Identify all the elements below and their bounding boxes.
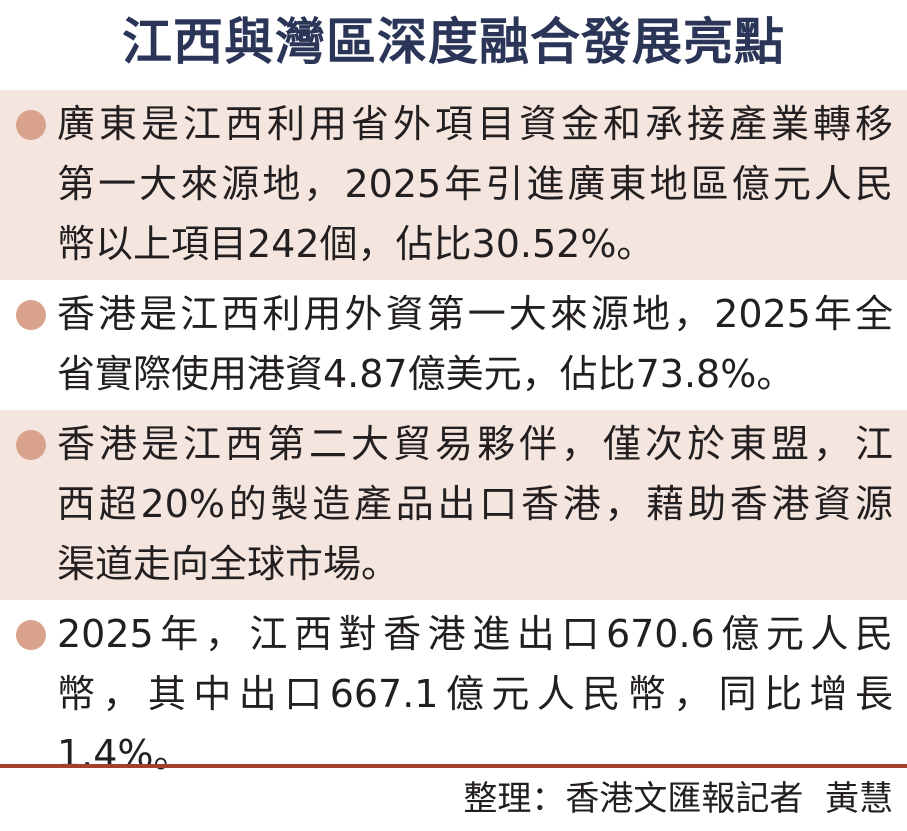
- item-line: 省實際使用港資4.87億美元，佔比73.8%。: [57, 352, 795, 396]
- item-line: 香港是江西第二大貿易夥伴，僅次於東盟，江: [57, 422, 893, 466]
- item-line: 西超20%的製造產品出口香港，藉助香港資源: [57, 482, 893, 526]
- item-line: 幣以上項目242個，佔比30.52%。: [57, 222, 655, 266]
- bullet: [16, 300, 46, 330]
- credit: 整理：香港文匯報記者 黃慧: [463, 779, 893, 819]
- item-list: 廣東是江西利用省外項目資金和承接產業轉移 第一大來源地，2025年引進廣東地區億元…: [0, 90, 907, 790]
- bullet: [16, 620, 46, 650]
- bullet: [16, 110, 46, 140]
- item-line: 渠道走向全球市場。: [57, 542, 400, 586]
- item: 廣東是江西利用省外項目資金和承接產業轉移 第一大來源地，2025年引進廣東地區億元…: [0, 90, 907, 280]
- bullet: [16, 430, 46, 460]
- item-line: 第一大來源地，2025年引進廣東地區億元人民: [57, 162, 893, 206]
- item: 香港是江西利用外資第一大來源地，2025年全 省實際使用港資4.87億美元，佔比7…: [0, 280, 907, 410]
- item-line: 2025年，江西對香港進出口670.6億元人民: [57, 612, 893, 656]
- item: 2025年，江西對香港進出口670.6億元人民 幣，其中出口667.1億元人民幣，…: [0, 600, 907, 790]
- title: 江西與灣區深度融合發展亮點: [122, 13, 785, 71]
- item-line: 1.4%。: [57, 732, 192, 776]
- divider: [0, 764, 907, 768]
- item-line: 幣，其中出口667.1億元人民幣，同比增長: [57, 672, 893, 716]
- item: 香港是江西第二大貿易夥伴，僅次於東盟，江 西超20%的製造產品出口香港，藉助香港資…: [0, 410, 907, 600]
- item-line: 香港是江西利用外資第一大來源地，2025年全: [57, 292, 893, 336]
- item-line: 廣東是江西利用省外項目資金和承接產業轉移: [57, 102, 893, 146]
